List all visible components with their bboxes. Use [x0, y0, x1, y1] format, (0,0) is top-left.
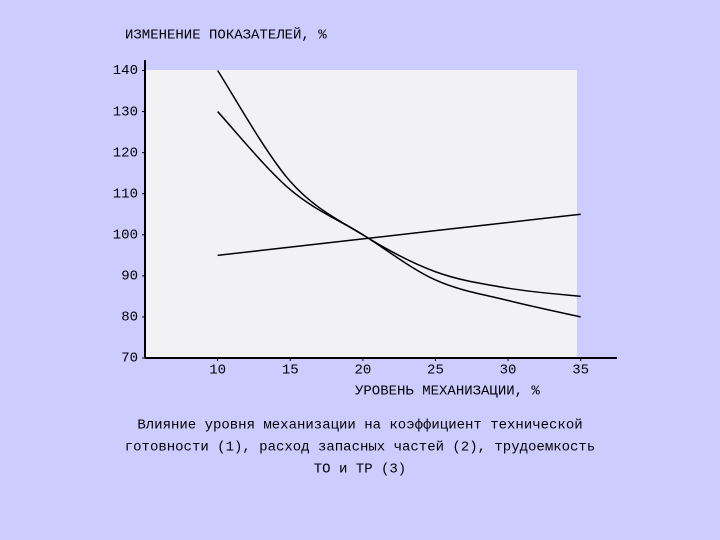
line-series [217, 213, 581, 257]
x-tick-label: 15 [282, 363, 299, 379]
y-tick-label: 100 [113, 227, 138, 243]
y-tick-label: 140 [113, 63, 138, 79]
caption: Влияние уровня механизации на коэффициен… [137, 417, 582, 434]
x-axis-label: УРОВЕНЬ МЕХАНИЗАЦИИ, % [355, 384, 540, 400]
y-tick-label: 120 [113, 145, 138, 161]
x-tick-label: 25 [427, 363, 444, 379]
y-tick-label: 110 [113, 186, 138, 202]
x-tick-label: 10 [209, 363, 226, 379]
x-tick-label: 30 [500, 363, 517, 379]
x-tick-label: 20 [354, 363, 371, 379]
y-tick-label: 130 [113, 104, 138, 120]
caption: ТО и ТР (3) [314, 462, 406, 478]
line-series [216, 70, 581, 298]
caption: готовности (1), расход запасных частей (… [125, 439, 595, 456]
plot-area [145, 70, 577, 358]
x-tick-label: 35 [572, 363, 589, 379]
chart-title: ИЗМЕНЕНИЕ ПОКАЗАТЕЛЕЙ, % [125, 27, 327, 44]
y-tick-label: 80 [121, 310, 138, 326]
y-tick-label: 90 [121, 269, 138, 285]
line-series [217, 111, 581, 318]
y-tick-label: 70 [121, 351, 138, 367]
